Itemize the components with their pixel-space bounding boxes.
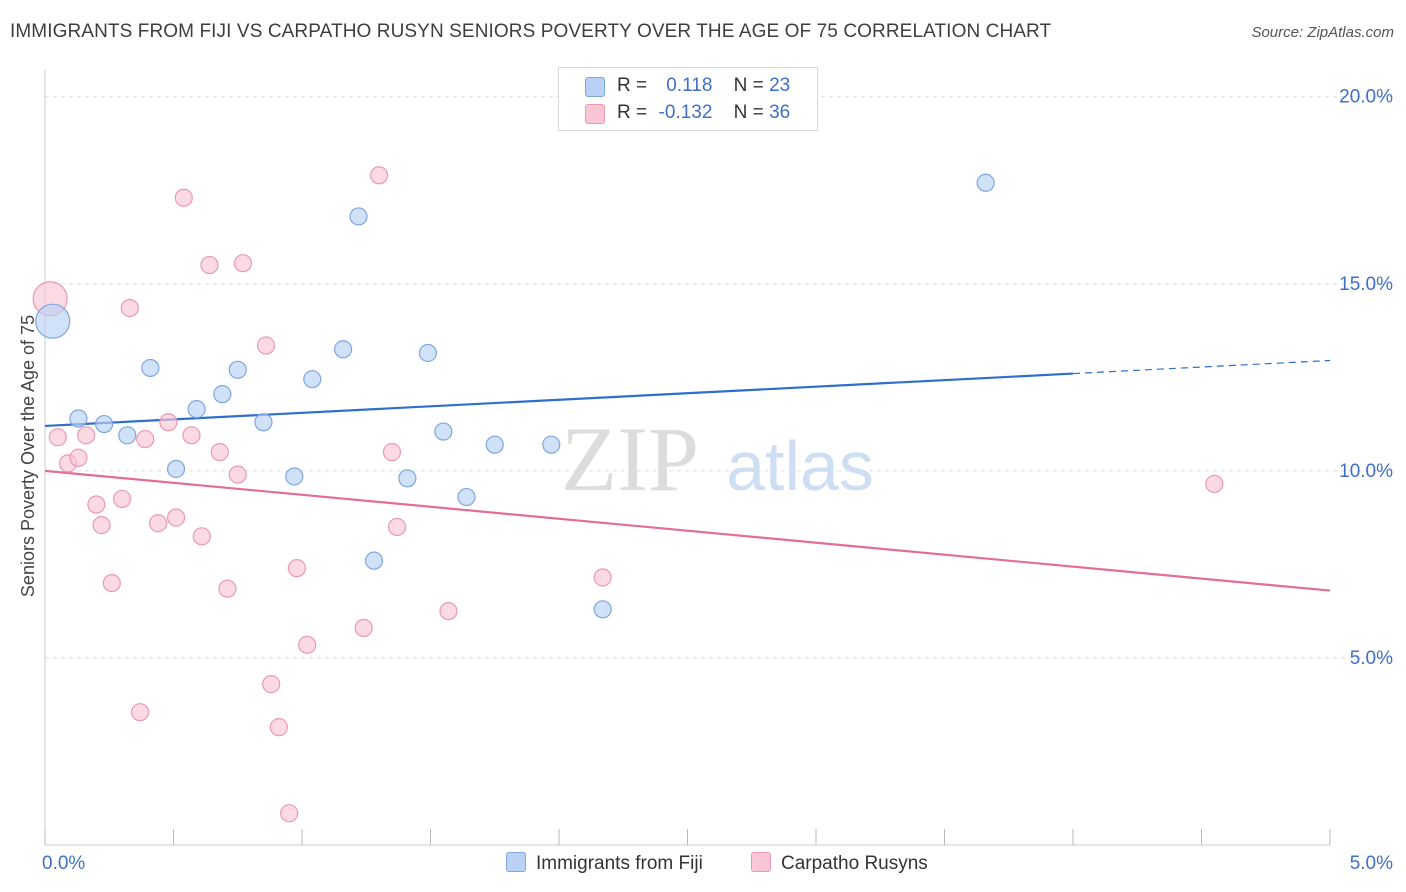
point-fiji <box>254 413 273 432</box>
point-rusyn <box>370 166 389 185</box>
point-fiji <box>141 358 160 378</box>
watermark: ZIP atlas <box>561 408 874 510</box>
axes <box>44 70 1331 846</box>
point-rusyn <box>439 602 458 621</box>
point-fiji <box>457 487 476 507</box>
point-fiji <box>364 551 384 570</box>
point-rusyn <box>287 559 306 578</box>
point-fiji <box>485 435 504 454</box>
point-fiji <box>118 426 137 445</box>
legend-swatch-fiji <box>585 77 605 97</box>
bottom-legend-swatch-rusyn <box>751 852 771 872</box>
point-rusyn <box>136 429 155 449</box>
legend-fiji-r-value: 0.118 <box>666 75 713 96</box>
point-rusyn <box>354 618 373 638</box>
point-rusyn <box>192 527 211 546</box>
legend-fiji-n-value: 23 <box>769 75 791 96</box>
trend-line-fiji-extension <box>1072 359 1331 375</box>
y-axis-label: Seniors Poverty Over the Age of 75 <box>18 315 38 597</box>
point-rusyn <box>77 426 96 445</box>
point-rusyn <box>112 489 132 509</box>
point-rusyn <box>269 718 288 737</box>
trend-line-rusyn <box>44 469 1331 592</box>
point-fiji <box>228 360 247 379</box>
x-tick-label: 5.0% <box>1350 853 1393 874</box>
point-fiji <box>95 414 114 434</box>
y-tick-label: 20.0% <box>1339 87 1393 108</box>
point-fiji <box>166 459 186 479</box>
point-fiji <box>213 385 232 404</box>
bottom-legend-rusyn: Carpatho Rusyns <box>751 852 928 875</box>
point-fiji <box>303 370 322 389</box>
bottom-legend-rusyn-label: Carpatho Rusyns <box>781 853 928 874</box>
grid-lines <box>45 96 1392 659</box>
point-rusyn <box>69 448 88 467</box>
point-fiji <box>418 343 438 363</box>
point-fiji <box>542 435 561 454</box>
trend-lines <box>44 359 1331 592</box>
point-rusyn <box>298 635 317 654</box>
point-rusyn <box>593 568 612 587</box>
point-rusyn <box>262 675 281 694</box>
legend-fiji-n-label: N = <box>733 75 764 96</box>
point-fiji <box>349 207 368 226</box>
point-rusyn <box>210 443 229 462</box>
legend-swatch-rusyn <box>585 104 605 124</box>
y-tick-label: 10.0% <box>1339 461 1393 482</box>
correlation-legend: R = 0.118 N = 23 R = -0.132 N = 36 <box>558 67 818 131</box>
point-rusyn <box>200 255 219 275</box>
point-fiji <box>69 409 88 428</box>
watermark-zip: ZIP <box>561 408 699 510</box>
bottom-legend-fiji: Immigrants from Fiji <box>506 852 703 875</box>
point-rusyn <box>387 517 407 537</box>
point-rusyn <box>166 508 186 527</box>
y-tick-label: 15.0% <box>1339 274 1393 295</box>
point-fiji <box>187 400 206 419</box>
point-rusyn <box>218 579 237 598</box>
legend-fiji-r-label: R = <box>617 75 648 96</box>
point-rusyn <box>120 299 139 318</box>
point-rusyn <box>87 495 106 514</box>
point-rusyn <box>182 426 201 445</box>
point-rusyn <box>174 188 193 207</box>
point-fiji <box>398 469 417 488</box>
point-fiji <box>593 600 612 619</box>
legend-rusyn-r-value: -0.132 <box>658 102 713 123</box>
point-rusyn <box>233 254 252 273</box>
bottom-legend-swatch-fiji <box>506 852 526 872</box>
point-rusyn <box>256 336 276 355</box>
point-fiji <box>334 340 353 359</box>
legend-rusyn-n-value: 36 <box>769 102 791 123</box>
point-rusyn <box>382 443 402 462</box>
legend-rusyn-r-label: R = <box>617 102 648 123</box>
legend-rusyn-n-label: N = <box>733 102 764 123</box>
chart-title: IMMIGRANTS FROM FIJI VS CARPATHO RUSYN S… <box>10 21 1052 42</box>
watermark-atlas: atlas <box>726 427 874 505</box>
point-rusyn <box>159 413 178 432</box>
trend-line-fiji <box>44 372 1074 428</box>
point-rusyn <box>102 573 121 593</box>
y-tick-label: 5.0% <box>1350 648 1393 669</box>
point-rusyn <box>92 516 111 535</box>
x-tick-label: 0.0% <box>42 853 85 874</box>
point-fiji <box>976 173 995 192</box>
point-rusyn <box>148 514 168 533</box>
point-fiji <box>434 422 453 441</box>
point-rusyn <box>1205 474 1224 494</box>
data-points <box>32 166 1224 823</box>
bottom-legend-fiji-label: Immigrants from Fiji <box>536 853 703 874</box>
point-rusyn <box>280 804 299 823</box>
tick-labels: 5.0% 10.0% 15.0% 20.0% 0.0% 5.0% <box>42 87 1393 874</box>
point-rusyn <box>130 703 150 722</box>
point-fiji <box>35 303 71 339</box>
point-fiji <box>285 467 304 486</box>
point-rusyn <box>228 465 247 484</box>
point-rusyn <box>48 428 67 447</box>
source-label: Source: ZipAtlas.com <box>1251 24 1394 41</box>
